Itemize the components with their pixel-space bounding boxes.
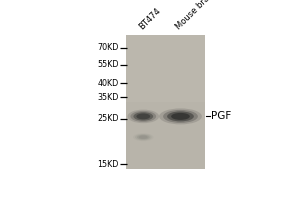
- Ellipse shape: [163, 110, 198, 123]
- Ellipse shape: [167, 111, 194, 121]
- Ellipse shape: [130, 111, 156, 122]
- Ellipse shape: [137, 135, 150, 140]
- Ellipse shape: [135, 134, 152, 140]
- Text: 55KD: 55KD: [98, 60, 119, 69]
- Ellipse shape: [136, 113, 150, 119]
- Ellipse shape: [171, 113, 190, 120]
- FancyBboxPatch shape: [126, 35, 205, 169]
- Text: Mouse brain: Mouse brain: [174, 0, 217, 32]
- FancyBboxPatch shape: [126, 35, 205, 102]
- Text: BT474: BT474: [137, 6, 162, 32]
- Ellipse shape: [159, 108, 202, 124]
- Text: 70KD: 70KD: [98, 43, 119, 52]
- Ellipse shape: [134, 112, 153, 121]
- Text: 35KD: 35KD: [98, 93, 119, 102]
- Ellipse shape: [133, 133, 154, 141]
- Text: PGF: PGF: [211, 111, 231, 121]
- Ellipse shape: [139, 135, 148, 139]
- Text: 25KD: 25KD: [98, 114, 119, 123]
- Text: 15KD: 15KD: [98, 160, 119, 169]
- Ellipse shape: [128, 110, 159, 123]
- Text: 40KD: 40KD: [98, 79, 119, 88]
